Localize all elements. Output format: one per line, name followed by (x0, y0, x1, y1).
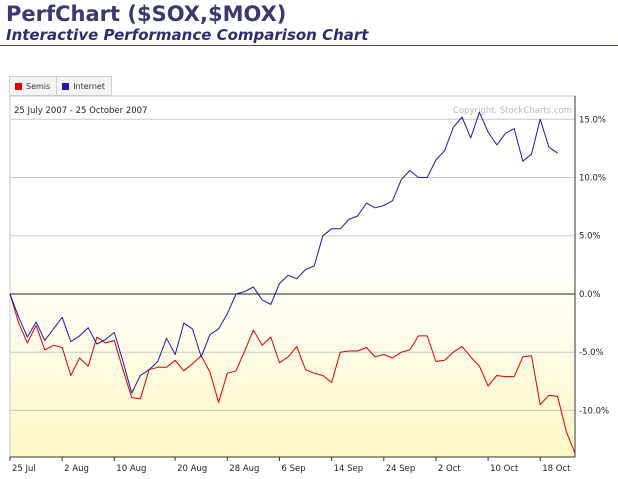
data-series (9, 111, 576, 454)
copyright-label: Copyright, StockCharts.com (453, 106, 572, 116)
y-tick-label: 10.0% (579, 174, 606, 184)
y-tick-label: -5.0% (579, 348, 604, 358)
x-tick-label: 28 Aug (229, 464, 259, 474)
y-tick-label: 15.0% (579, 115, 606, 125)
legend-label-internet: Internet (73, 81, 105, 91)
series-line-semis (9, 293, 576, 454)
x-tick-label: 10 Aug (116, 464, 146, 474)
x-tick-label: 10 Oct (490, 464, 519, 474)
plot-area (9, 95, 576, 458)
x-tick-label: 24 Sep (386, 464, 416, 474)
y-tick-label: 5.0% (579, 232, 601, 242)
chart-legend: Semis Internet (9, 76, 112, 96)
x-tick-label: 18 Oct (542, 464, 571, 474)
title-divider (0, 45, 618, 46)
y-axis-labels: 15.0% 10.0% 5.0% 0.0% -5.0% -10.0% (579, 115, 609, 416)
x-tick-label: 25 Jul (12, 464, 36, 474)
x-tick-label: 2 Aug (64, 464, 89, 474)
page-subtitle: Interactive Performance Comparison Chart (6, 26, 369, 44)
page-title: PerfChart ($SOX,$MOX) (6, 2, 287, 26)
x-axis-labels: 25 Jul 2 Aug 10 Aug 20 Aug 28 Aug 6 Sep 14 Sep… (9, 457, 571, 474)
x-tick-label: 20 Aug (177, 464, 207, 474)
date-range-label: 25 July 2007 - 25 October 2007 (14, 106, 147, 116)
legend-item-internet[interactable]: Internet (56, 77, 111, 95)
gridlines (10, 118, 575, 411)
x-tick-label: 2 Oct (438, 464, 461, 474)
y-tick-label: -10.0% (579, 406, 609, 416)
y-tick-label: 0.0% (579, 290, 601, 300)
legend-item-semis[interactable]: Semis (10, 77, 56, 95)
legend-label-semis: Semis (26, 81, 51, 91)
series-line-internet (9, 111, 558, 394)
legend-swatch-semis (15, 82, 22, 90)
legend-swatch-internet (62, 82, 70, 90)
x-tick-label: 14 Sep (334, 464, 364, 474)
x-tick-label: 6 Sep (281, 464, 305, 474)
